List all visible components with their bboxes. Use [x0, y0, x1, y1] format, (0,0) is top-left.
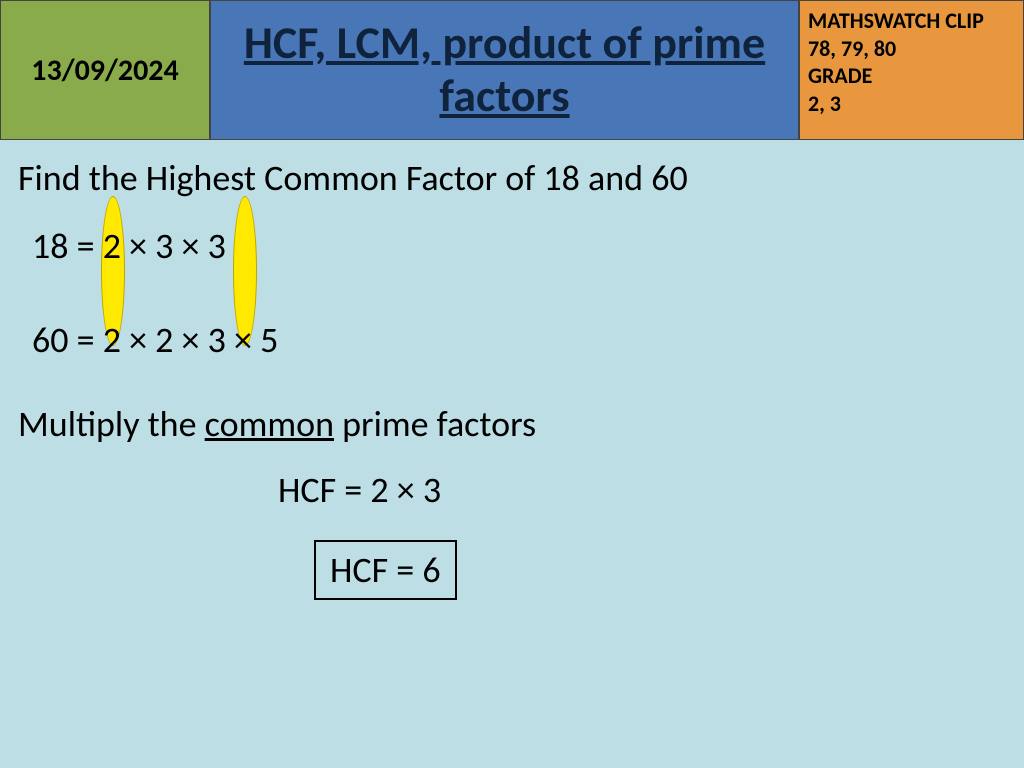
fact60-post: × 5	[226, 318, 278, 362]
fact60-common-2: 2	[103, 318, 121, 362]
info-line-3: GRADE	[808, 62, 1015, 90]
instruction-pre: Multiply the	[18, 402, 205, 446]
info-box: MATHSWATCH CLIP 78, 79, 80 GRADE 2, 3	[799, 0, 1024, 140]
fact18-common-3: 3	[208, 224, 226, 268]
fact18-prefix: 18 =	[32, 224, 103, 268]
question-text: Find the Highest Common Factor of 18 and…	[18, 156, 1006, 200]
hcf-equation: HCF = 2 × 3	[278, 468, 1006, 512]
date-box: 13/09/2024	[0, 0, 210, 140]
fact60-prefix: 60 =	[32, 318, 103, 362]
slide-body: Find the Highest Common Factor of 18 and…	[0, 140, 1024, 612]
slide-header: 13/09/2024 HCF, LCM, product of prime fa…	[0, 0, 1024, 140]
title-box: HCF, LCM, product of prime factors	[210, 0, 799, 140]
slide-title: HCF, LCM, product of prime factors	[221, 17, 788, 123]
hcf-answer-box: HCF = 6	[314, 540, 457, 600]
instruction-line: Multiply the common prime factors	[18, 402, 1006, 446]
instruction-post: prime factors	[334, 402, 536, 446]
info-line-2: 78, 79, 80	[808, 35, 1015, 63]
date-text: 13/09/2024	[31, 52, 178, 89]
factorization-60: 60 = 2 × 2 × 3 × 5	[32, 318, 1006, 362]
instruction-underlined: common	[205, 402, 334, 446]
info-line-4: 2, 3	[808, 90, 1015, 118]
fact60-common-3: 3	[208, 318, 226, 362]
fact18-common-2: 2	[103, 224, 121, 268]
factorization-18: 18 = 2 × 3 × 3	[32, 224, 1006, 268]
fact18-mid: × 3 ×	[121, 224, 208, 268]
fact60-mid: × 2 ×	[121, 318, 208, 362]
info-line-1: MATHSWATCH CLIP	[808, 7, 1015, 35]
